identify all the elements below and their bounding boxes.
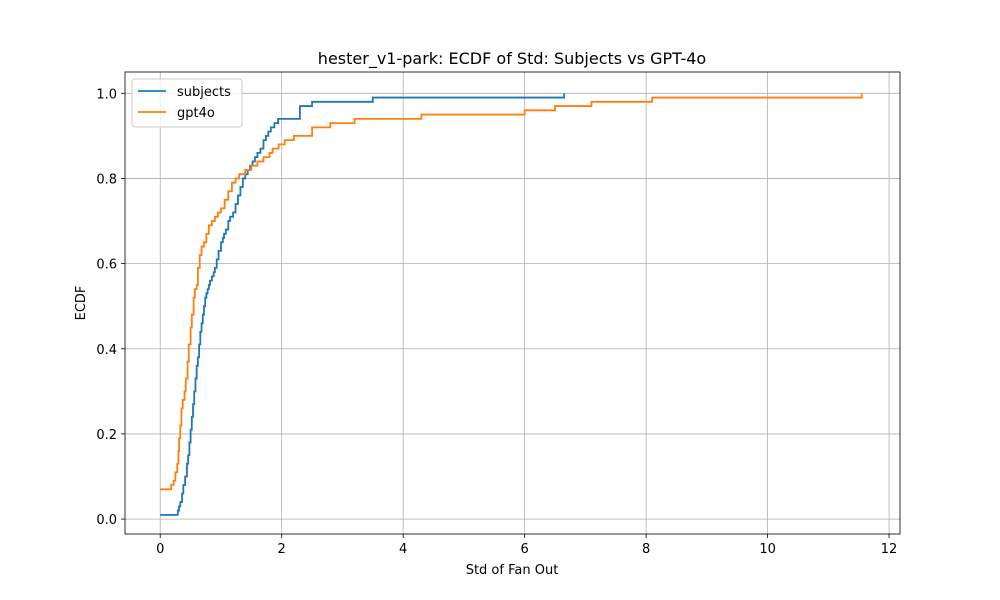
x-axis-label: Std of Fan Out	[466, 563, 559, 578]
x-tick-label: 0	[156, 542, 164, 557]
y-tick-label: 0.4	[96, 343, 117, 358]
y-tick-label: 0.6	[96, 258, 117, 273]
legend-label-gpt4o: gpt4o	[177, 106, 215, 121]
y-axis-ticks: 0.0 0.2 0.4 0.6 0.8 1.0	[96, 87, 125, 528]
x-tick-label: 4	[399, 542, 407, 557]
x-axis-ticks: 0 2 4 6 8 10 12	[156, 534, 897, 557]
x-tick-label: 6	[521, 542, 529, 557]
x-tick-label: 10	[759, 542, 776, 557]
y-tick-label: 0.2	[96, 428, 117, 443]
grid	[125, 72, 900, 534]
series-line-subjects	[160, 93, 566, 516]
x-tick-label: 12	[881, 542, 898, 557]
chart-title: hester_v1-park: ECDF of Std: Subjects vs…	[318, 49, 706, 69]
legend: subjects gpt4o	[131, 78, 243, 128]
series-line-gpt4o	[160, 93, 863, 491]
y-tick-label: 1.0	[96, 87, 117, 102]
y-axis-label: ECDF	[74, 286, 89, 321]
x-tick-label: 2	[278, 542, 286, 557]
series-layer	[160, 93, 863, 516]
x-tick-label: 8	[642, 542, 650, 557]
y-tick-label: 0.0	[96, 513, 117, 528]
y-tick-label: 0.8	[96, 172, 117, 187]
legend-label-subjects: subjects	[177, 85, 231, 100]
plot-area-frame	[124, 71, 901, 535]
